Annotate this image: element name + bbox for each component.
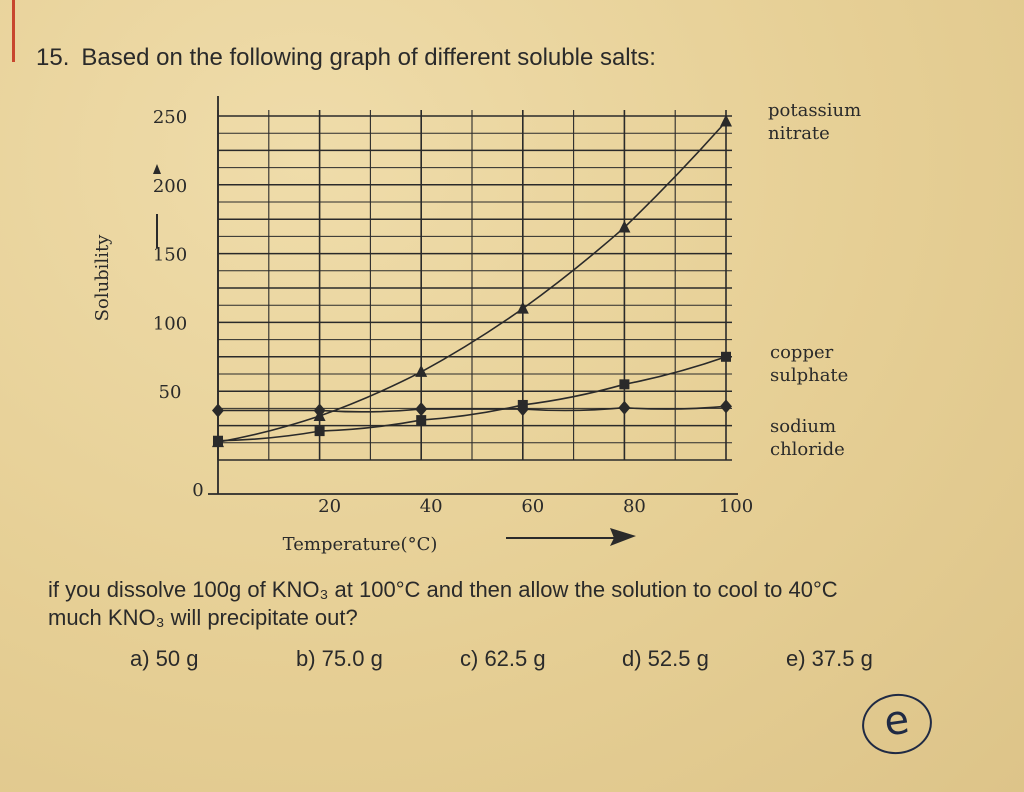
series-label: nitrate: [768, 123, 830, 144]
x-tick-label: 80: [623, 496, 646, 517]
series-label: potassium: [768, 100, 861, 121]
data-point-diamond: [415, 402, 428, 417]
x-tick-label: 100: [719, 496, 753, 517]
data-point-diamond: [212, 403, 224, 418]
data-point-diamond: [720, 399, 732, 414]
data-point-triangle: [415, 364, 428, 377]
question-title: Based on the following graph of differen…: [81, 44, 656, 71]
series-label: sulphate: [770, 365, 848, 386]
option-d: d) 52.5 g: [622, 646, 709, 671]
data-point-square: [314, 426, 325, 437]
x-axis-label: Temperature(°C): [283, 534, 438, 555]
question-line-1: if you dissolve 100g of KNO₃ at 100°C an…: [48, 577, 838, 602]
series-label: chloride: [770, 439, 845, 460]
y-tick-label: 250: [153, 107, 187, 128]
data-point-triangle: [720, 114, 732, 127]
question-line-2: much KNO₃ will precipitate out?: [48, 605, 358, 630]
series-line: [217, 120, 727, 443]
series-line: [217, 356, 727, 442]
data-point-square: [416, 415, 427, 426]
series-label: copper: [770, 342, 834, 363]
red-margin-line: [12, 0, 15, 62]
question-number: 15.: [36, 44, 70, 71]
x-tick-label: 40: [420, 496, 443, 517]
y-tick-label: 0: [192, 480, 203, 501]
data-point-diamond: [618, 400, 631, 415]
y-tick-label: 100: [153, 313, 187, 334]
data-point-triangle: [516, 301, 529, 314]
data-point-square: [619, 379, 630, 390]
y-tick-label: 150: [153, 245, 187, 266]
option-e: e) 37.5 g: [786, 646, 873, 671]
option-a: a) 50 g: [130, 646, 199, 671]
data-point-square: [213, 435, 223, 446]
question-heading: 15. Based on the following graph of diffe…: [36, 44, 656, 72]
series-label: sodium: [770, 416, 836, 437]
option-b: b) 75.0 g: [296, 646, 383, 671]
y-axis-label: Solubility: [92, 234, 113, 322]
question-body: if you dissolve 100g of KNO₃ at 100°C an…: [48, 576, 838, 632]
data-point-diamond: [313, 403, 326, 418]
y-tick-label: 200: [153, 176, 187, 197]
x-tick-label: 60: [521, 496, 544, 517]
data-point-square: [721, 351, 731, 362]
data-point-triangle: [618, 220, 631, 233]
x-axis-arrow-head: [610, 528, 636, 546]
option-c: c) 62.5 g: [460, 646, 546, 671]
handwritten-circled-answer: e: [858, 689, 936, 759]
solubility-chart: 0 50 100 150 200 250 20 40 60 80 100 Solubility Temp…: [92, 96, 861, 555]
y-tick-label: 50: [159, 382, 182, 403]
x-tick-label: 20: [318, 496, 341, 517]
y-axis-arrow-head: [153, 164, 161, 174]
series-line: [217, 405, 727, 413]
data-point-diamond: [516, 402, 529, 417]
